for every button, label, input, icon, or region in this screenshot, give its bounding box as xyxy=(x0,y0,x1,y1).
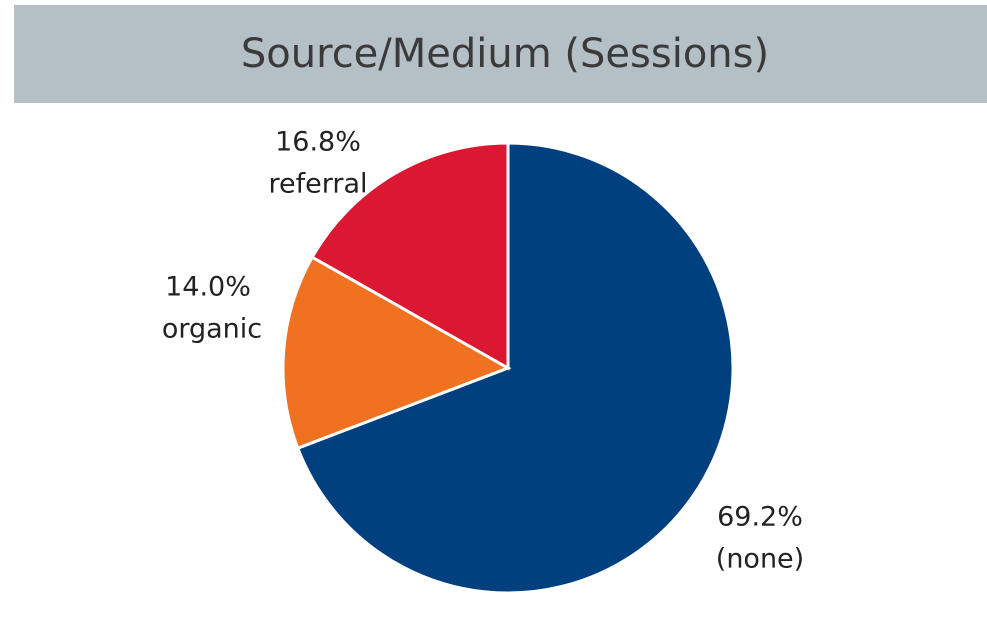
title-bar xyxy=(14,5,987,103)
pie-slice xyxy=(281,255,512,451)
chart-title: Source/Medium (Sessions) xyxy=(241,31,769,77)
pie-slice xyxy=(310,141,510,371)
value-label: 14.0% xyxy=(165,272,251,303)
value-label: 69.2% xyxy=(717,502,803,533)
category-label: referral xyxy=(268,169,367,200)
category-label: organic xyxy=(162,314,262,345)
pie-slice xyxy=(295,141,735,595)
category-label: (none) xyxy=(716,544,804,575)
value-label: 16.8% xyxy=(275,127,361,158)
